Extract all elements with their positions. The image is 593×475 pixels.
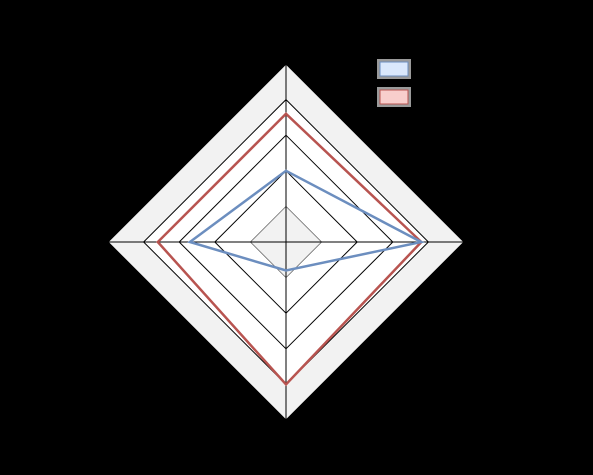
series-1-line — [156, 112, 424, 387]
series-0-line — [187, 169, 425, 272]
legend — [377, 59, 411, 107]
legend-item-1 — [377, 87, 411, 107]
legend-swatch-0 — [379, 61, 409, 77]
radar-spokes — [108, 64, 464, 420]
radar-series — [156, 112, 425, 387]
legend-swatch-1 — [379, 89, 409, 105]
legend-item-0 — [377, 59, 411, 79]
